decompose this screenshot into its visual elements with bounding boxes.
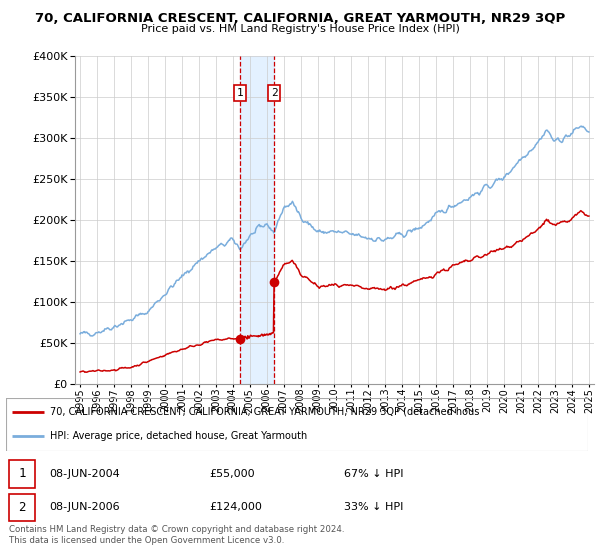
Text: 67% ↓ HPI: 67% ↓ HPI bbox=[344, 469, 403, 479]
Text: 70, CALIFORNIA CRESCENT, CALIFORNIA, GREAT YARMOUTH, NR29 3QP: 70, CALIFORNIA CRESCENT, CALIFORNIA, GRE… bbox=[35, 12, 565, 25]
Bar bbox=[240, 56, 274, 384]
Text: 70, CALIFORNIA CRESCENT, CALIFORNIA, GREAT YARMOUTH, NR29 3QP (detached hous: 70, CALIFORNIA CRESCENT, CALIFORNIA, GRE… bbox=[50, 407, 479, 417]
Text: 08-JUN-2004: 08-JUN-2004 bbox=[50, 469, 121, 479]
Text: 2: 2 bbox=[18, 501, 26, 514]
Text: Price paid vs. HM Land Registry's House Price Index (HPI): Price paid vs. HM Land Registry's House … bbox=[140, 24, 460, 34]
Text: HPI: Average price, detached house, Great Yarmouth: HPI: Average price, detached house, Grea… bbox=[50, 431, 307, 441]
Text: 33% ↓ HPI: 33% ↓ HPI bbox=[344, 502, 403, 512]
Text: 2: 2 bbox=[271, 88, 277, 98]
Text: £124,000: £124,000 bbox=[210, 502, 263, 512]
Text: 08-JUN-2006: 08-JUN-2006 bbox=[50, 502, 120, 512]
Bar bbox=[9, 493, 35, 521]
Bar bbox=[9, 460, 35, 488]
Text: 1: 1 bbox=[18, 467, 26, 480]
Text: £55,000: £55,000 bbox=[210, 469, 256, 479]
Text: Contains HM Land Registry data © Crown copyright and database right 2024.
This d: Contains HM Land Registry data © Crown c… bbox=[9, 525, 344, 545]
Text: 1: 1 bbox=[237, 88, 244, 98]
